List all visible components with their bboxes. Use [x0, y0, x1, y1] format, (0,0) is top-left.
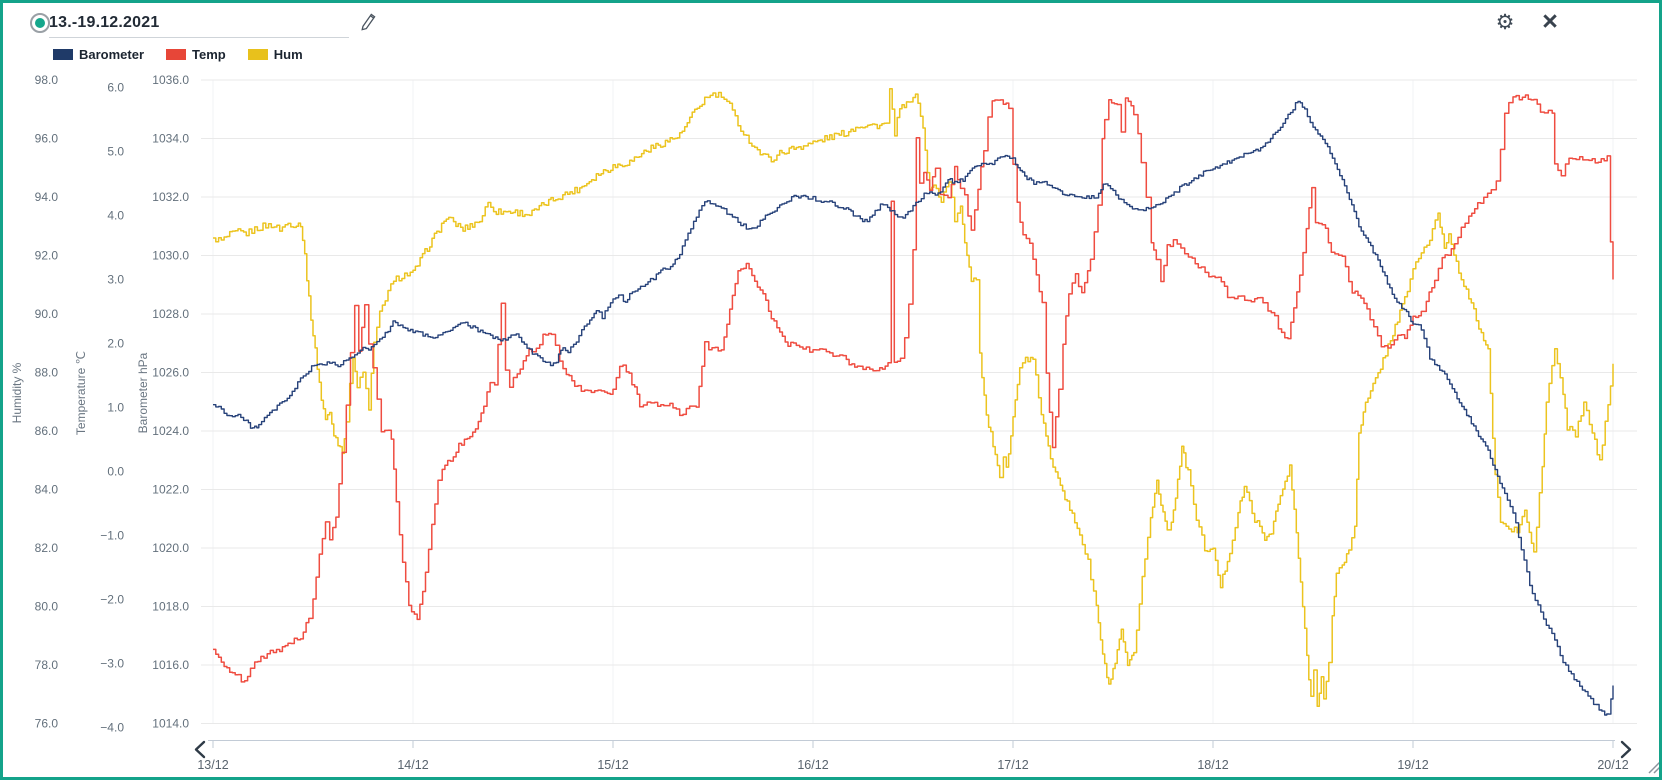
x-tick-label: 19/12: [1397, 758, 1428, 772]
chevron-left-icon[interactable]: [194, 740, 206, 759]
y-tick-temperature: 4.0: [107, 209, 124, 223]
x-tick-label: 18/12: [1197, 758, 1228, 772]
legend-swatch: [53, 49, 73, 60]
y-tick-barometer: 1024.0: [152, 424, 189, 438]
y-tick-barometer: 1014.0: [152, 717, 189, 731]
axis-title-humidity: Humidity %: [10, 362, 24, 423]
y-tick-temperature: −4.0: [100, 721, 124, 735]
header: 13.-19.12.2021 ⚙ ×: [3, 3, 1659, 43]
y-tick-temperature: 6.0: [107, 81, 124, 95]
y-tick-humidity: 86.0: [35, 424, 59, 438]
x-tick-label: 17/12: [997, 758, 1028, 772]
gear-icon[interactable]: ⚙: [1495, 10, 1515, 34]
y-tick-barometer: 1026.0: [152, 366, 189, 380]
close-icon[interactable]: ×: [1542, 6, 1558, 36]
y-tick-humidity: 78.0: [35, 658, 59, 672]
y-tick-humidity: 94.0: [35, 190, 59, 204]
y-tick-humidity: 96.0: [35, 132, 59, 146]
y-tick-temperature: −1.0: [100, 529, 124, 543]
y-tick-temperature: 2.0: [107, 337, 124, 351]
legend: Barometer Temp Hum: [53, 47, 303, 62]
y-tick-temperature: 0.0: [107, 465, 124, 479]
y-tick-temperature: 3.0: [107, 273, 124, 287]
legend-swatch: [247, 49, 268, 60]
pencil-edit-icon[interactable]: [357, 11, 379, 33]
y-tick-barometer: 1020.0: [152, 541, 189, 555]
y-tick-barometer: 1028.0: [152, 307, 189, 321]
x-tick-label: 14/12: [397, 758, 428, 772]
weather-chart[interactable]: 98.0 96.0 94.0 92.0 90.0 88.0 86.0 84.0 82.0 80.0…: [3, 3, 1662, 780]
y-tick-barometer: 1032.0: [152, 190, 189, 204]
y-tick-barometer: 1036.0: [152, 73, 189, 87]
chevron-right-icon[interactable]: [1620, 740, 1632, 759]
y-tick-humidity: 98.0: [35, 73, 59, 87]
y-tick-humidity: 84.0: [35, 483, 59, 497]
series-temp: [213, 94, 1614, 683]
y-tick-barometer: 1030.0: [152, 249, 189, 263]
y-tick-temperature: 5.0: [107, 145, 124, 159]
y-tick-barometer: 1018.0: [152, 600, 189, 614]
legend-item-barometer[interactable]: Barometer: [53, 47, 144, 62]
legend-item-hum[interactable]: Hum: [247, 47, 303, 62]
y-tick-humidity: 82.0: [35, 541, 59, 555]
x-tick-label: 16/12: [797, 758, 828, 772]
date-range-title: 13.-19.12.2021: [49, 14, 160, 31]
legend-label: Temp: [192, 47, 226, 62]
resize-handle-icon[interactable]: [1648, 761, 1660, 774]
legend-item-temp[interactable]: Temp: [166, 47, 226, 62]
record-radio-icon[interactable]: [30, 13, 50, 33]
date-range-field[interactable]: 13.-19.12.2021: [49, 9, 349, 38]
series-hum: [213, 87, 1614, 708]
x-tick-label: 13/12: [197, 758, 228, 772]
y-tick-barometer: 1022.0: [152, 483, 189, 497]
y-tick-temperature: −2.0: [100, 593, 124, 607]
y-tick-temperature: −3.0: [100, 657, 124, 671]
y-tick-barometer: 1034.0: [152, 132, 189, 146]
y-tick-humidity: 88.0: [35, 366, 59, 380]
legend-label: Barometer: [79, 47, 145, 62]
y-tick-humidity: 80.0: [35, 600, 59, 614]
y-tick-temperature: 1.0: [107, 401, 124, 415]
x-tick-label: 15/12: [597, 758, 628, 772]
legend-label: Hum: [273, 47, 303, 62]
legend-swatch: [166, 49, 187, 60]
y-tick-humidity: 90.0: [35, 307, 59, 321]
x-tick-label: 20/12: [1597, 758, 1628, 772]
y-tick-humidity: 76.0: [35, 717, 59, 731]
series-barometer: [213, 100, 1614, 716]
axis-title-temperature: Temperature ℃: [74, 351, 88, 435]
y-tick-barometer: 1016.0: [152, 658, 189, 672]
axis-title-barometer: Barometer hPa: [136, 352, 150, 433]
y-tick-humidity: 92.0: [35, 249, 59, 263]
